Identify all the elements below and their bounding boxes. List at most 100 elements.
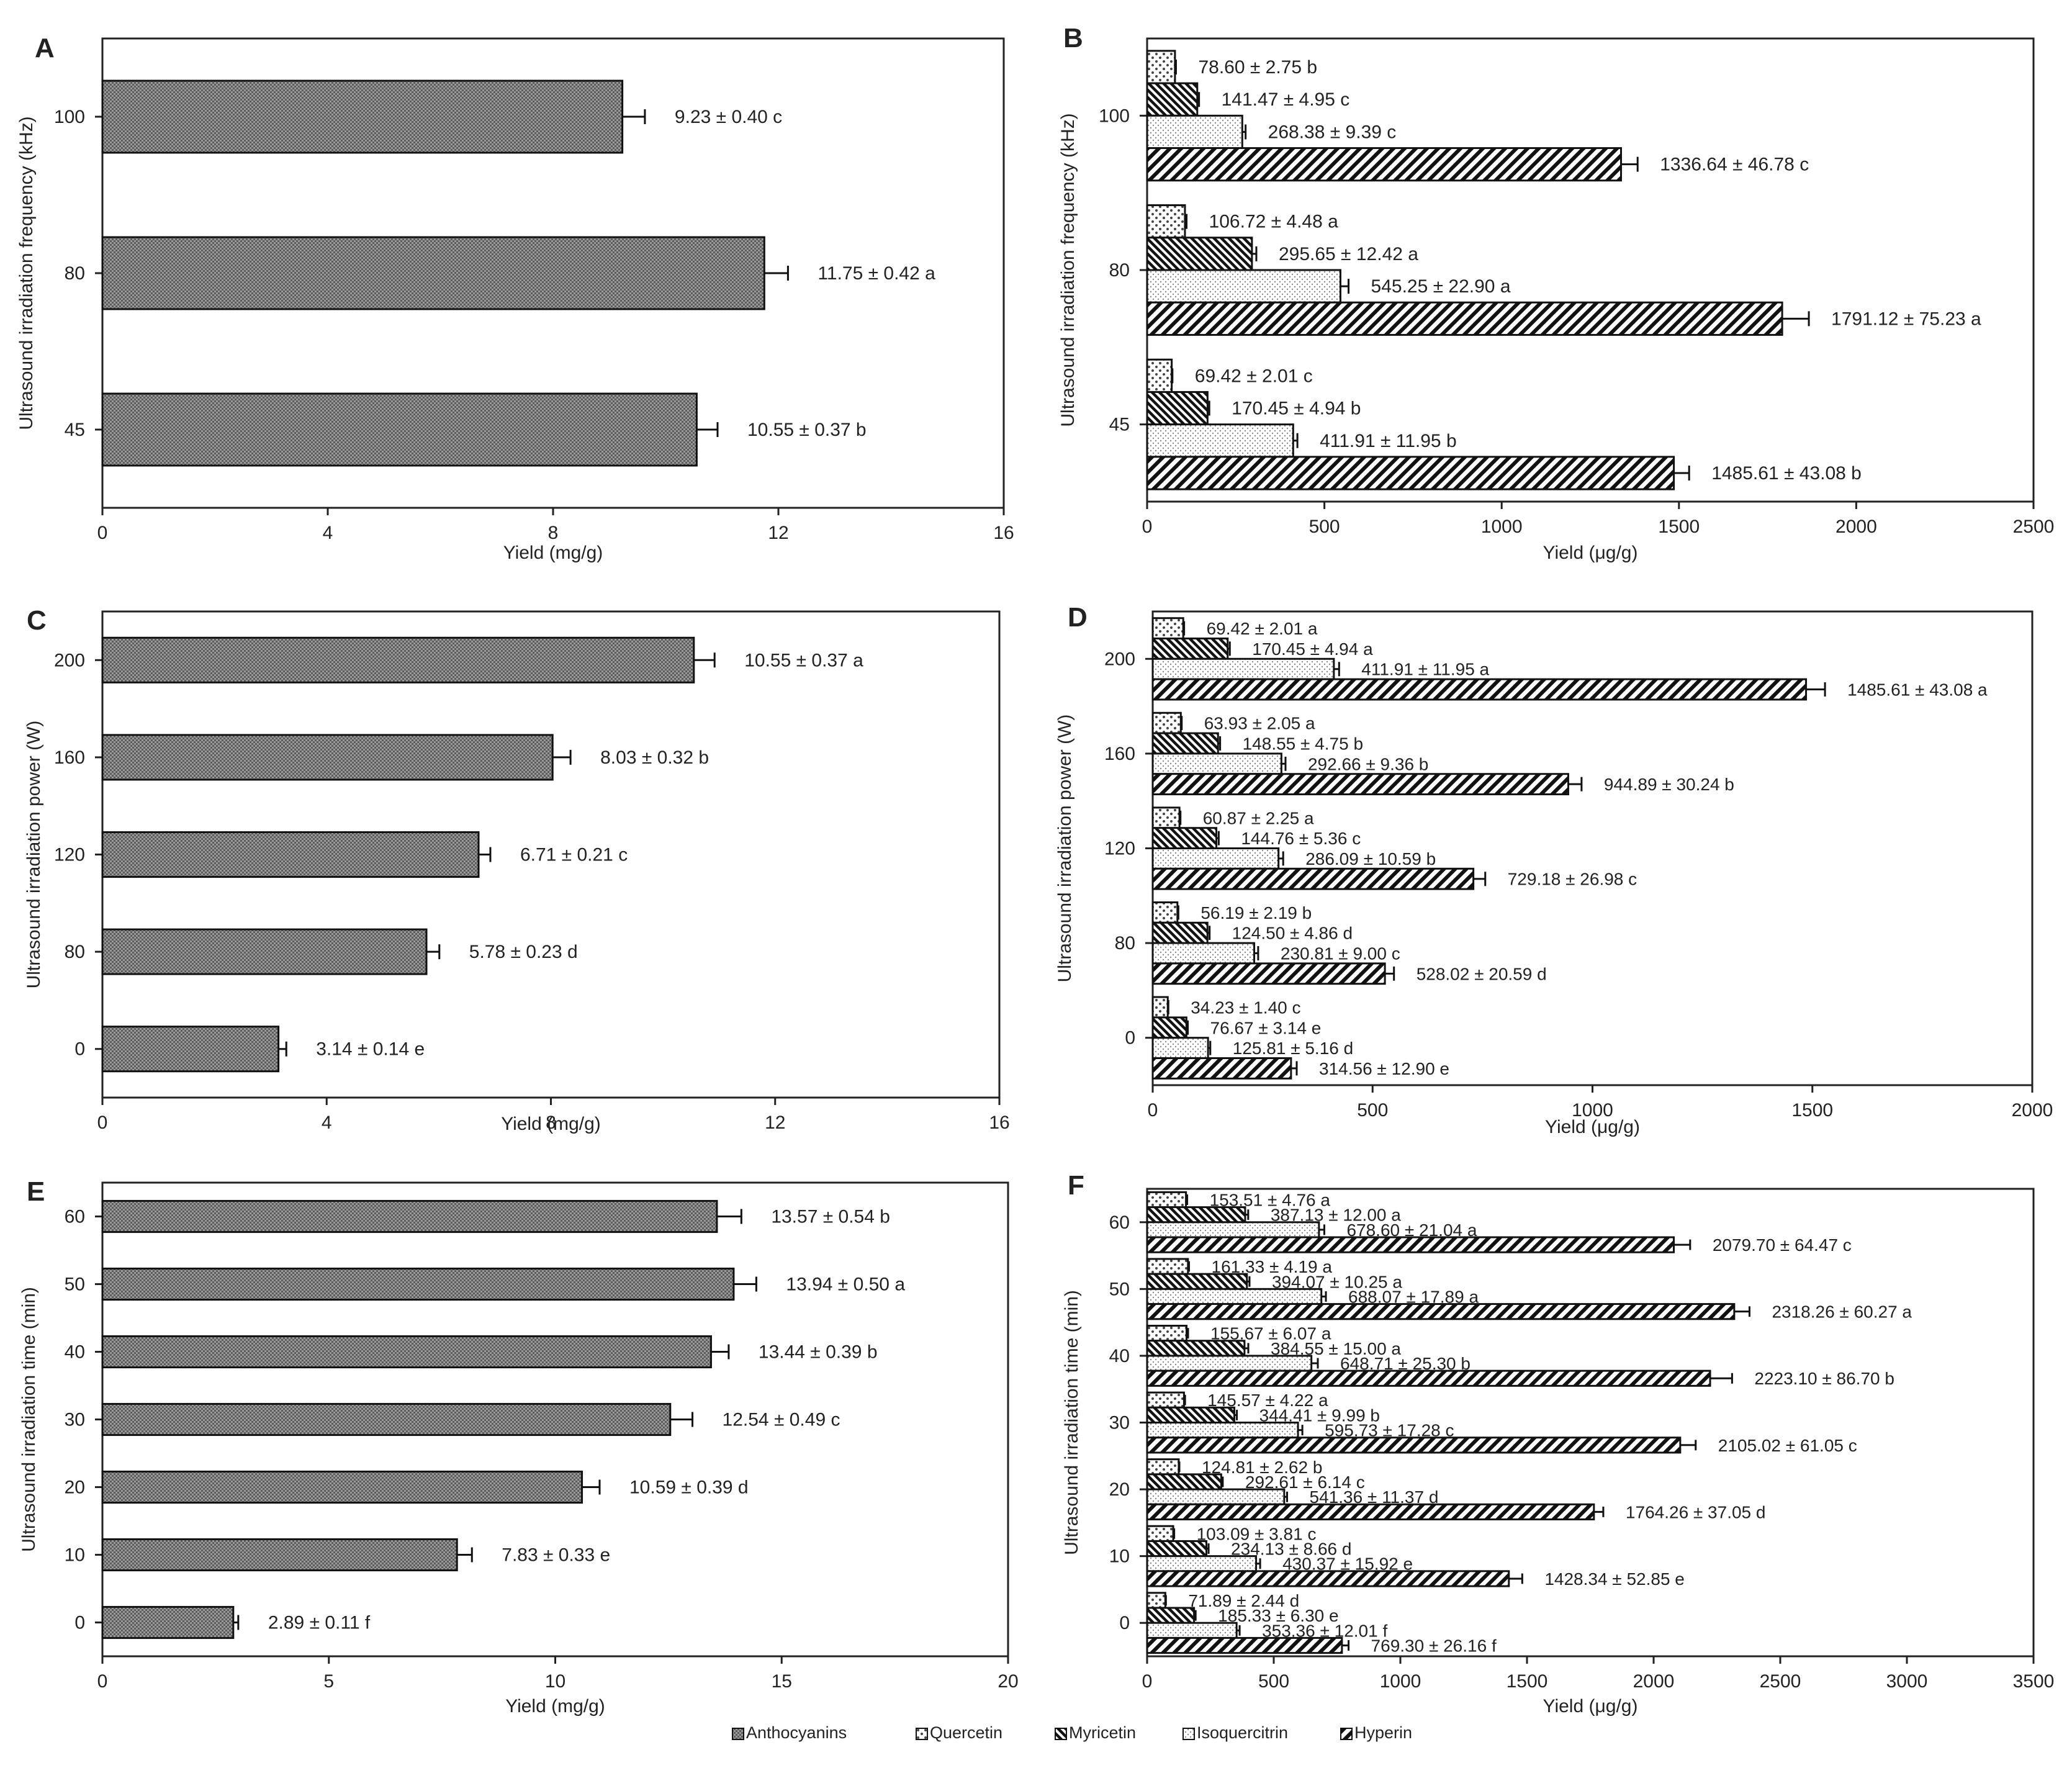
y-tick-label: 80 <box>1109 260 1130 281</box>
bar-isoquercitrin <box>1151 942 1256 965</box>
error-bar <box>1164 1595 1167 1606</box>
x-axis-title: Yield (mg/g) <box>503 543 603 563</box>
bar-anthocyanins <box>101 734 554 781</box>
bar-anthocyanins <box>101 1470 583 1504</box>
y-tick-label: 0 <box>74 1613 85 1633</box>
y-tick-label: 0 <box>1119 1613 1130 1633</box>
x-tick-label: 0 <box>1142 517 1153 537</box>
error-bar <box>1298 1425 1304 1436</box>
error-bar <box>696 422 719 437</box>
error-bar <box>1680 1440 1697 1451</box>
error-bar <box>1321 1291 1327 1302</box>
bar-quercetin <box>1146 358 1173 393</box>
bar-hyperin <box>1146 1570 1510 1587</box>
panel-letter: A <box>35 33 55 63</box>
x-axis-title: Yield (mg/g) <box>505 1696 605 1717</box>
x-tick-label: 0 <box>97 523 108 543</box>
bar-hyperin <box>1151 867 1475 890</box>
y-tick-label: 10 <box>1109 1546 1130 1567</box>
data-label: 56.19 ± 2.19 b <box>1200 903 1312 923</box>
error-bar <box>1177 905 1179 920</box>
error-bar <box>1568 777 1583 792</box>
error-bar <box>457 1547 473 1563</box>
bar-anthocyanins <box>101 1026 280 1073</box>
data-label: 9.23 ± 0.40 c <box>675 107 782 127</box>
panel-a: A 0 4 8 12 16 Yield (mg/g) Ultrasound irradiati… <box>16 33 1014 563</box>
y-tick-label: 200 <box>1104 649 1135 669</box>
error-bar <box>1234 1409 1238 1420</box>
bar-quercetin <box>1146 1258 1189 1275</box>
bar-hyperin <box>1151 962 1386 985</box>
data-label: 769.30 ± 26.16 f <box>1371 1636 1497 1656</box>
bar-anthocyanins <box>101 1402 672 1437</box>
error-bar <box>1621 156 1639 172</box>
panel-letter: C <box>27 605 47 636</box>
legend-label-hyperin: Hyperin <box>1354 1723 1412 1742</box>
y-tick-label: 200 <box>54 650 85 670</box>
y-tick-label: 0 <box>1125 1028 1135 1049</box>
data-label: 528.02 ± 20.59 d <box>1417 964 1547 983</box>
data-label: 11.75 ± 0.42 a <box>818 263 935 284</box>
data-label: 125.81 ± 5.16 d <box>1233 1039 1353 1058</box>
data-label: 2318.26 ± 60.27 a <box>1772 1302 1912 1322</box>
y-tick-label: 80 <box>65 263 85 284</box>
bar-quercetin <box>1146 50 1176 84</box>
data-label: 292.66 ± 9.36 b <box>1308 754 1428 774</box>
x-tick-label: 3500 <box>2013 1671 2055 1692</box>
x-tick-label: 1000 <box>1380 1671 1421 1692</box>
error-bar <box>1197 92 1200 107</box>
data-label: 230.81 ± 9.00 c <box>1281 944 1400 963</box>
data-label: 2105.02 ± 61.05 c <box>1718 1436 1857 1455</box>
x-tick-label: 4 <box>322 1112 332 1133</box>
bar-myricetin <box>1151 1016 1187 1039</box>
bar-myricetin <box>1146 1540 1208 1558</box>
x-tick-label: 500 <box>1309 517 1340 537</box>
legend-swatch-anthocyanins <box>732 1728 744 1740</box>
x-tick-label: 4 <box>323 523 333 543</box>
x-tick-label: 1500 <box>1507 1671 1548 1692</box>
error-bar <box>1186 1194 1189 1205</box>
data-label: 170.45 ± 4.94 b <box>1232 399 1361 419</box>
data-label: 268.38 ± 9.39 c <box>1268 122 1397 142</box>
x-tick-label: 1000 <box>1572 1100 1613 1121</box>
bar-isoquercitrin <box>1151 657 1335 680</box>
data-label: 5.78 ± 0.23 d <box>469 942 578 962</box>
data-label: 2.89 ± 0.11 f <box>268 1613 371 1633</box>
error-bar <box>1710 1373 1733 1384</box>
error-bar <box>1782 311 1810 327</box>
error-bar <box>1290 1061 1298 1076</box>
bar-myricetin <box>1146 1473 1222 1491</box>
error-bar <box>552 749 572 765</box>
bar-isoquercitrin <box>1146 1622 1238 1639</box>
error-bar <box>1242 124 1247 140</box>
bar-isoquercitrin <box>1146 1221 1320 1238</box>
bar-anthocyanins <box>101 236 765 310</box>
data-label: 2223.10 ± 86.70 b <box>1754 1369 1894 1388</box>
y-tick-label: 120 <box>1104 839 1135 859</box>
x-tick-label: 0 <box>97 1112 108 1133</box>
error-bar <box>1673 1239 1691 1250</box>
bar-hyperin <box>1146 147 1622 182</box>
x-tick-label: 1500 <box>1791 1100 1833 1121</box>
x-axis-title: Yield (μg/g) <box>1543 543 1638 563</box>
x-tick-label: 20 <box>998 1671 1018 1692</box>
data-label: 295.65 ± 12.42 a <box>1279 244 1418 264</box>
data-label: 8.03 ± 0.32 b <box>600 747 709 768</box>
legend-label-quercetin: Quercetin <box>930 1723 1002 1742</box>
x-tick-label: 0 <box>97 1671 108 1692</box>
bar-isoquercitrin <box>1151 752 1282 775</box>
data-label: 13.44 ± 0.39 b <box>759 1342 878 1363</box>
x-tick-label: 0 <box>1148 1100 1158 1121</box>
data-label: 6.71 ± 0.21 c <box>520 845 628 865</box>
data-label: 170.45 ± 4.94 a <box>1252 639 1373 659</box>
bar-isoquercitrin <box>1146 269 1341 304</box>
y-tick-label: 30 <box>1109 1413 1130 1433</box>
bar-isoquercitrin <box>1146 1422 1299 1439</box>
bar-isoquercitrin <box>1146 1555 1258 1572</box>
y-tick-label: 160 <box>54 747 85 768</box>
panel-e: E 0 5 10 15 20 Yield (mg/g) Ultrasound irradiat… <box>19 1176 1019 1717</box>
bar-myricetin <box>1146 390 1209 426</box>
bar-anthocyanins <box>101 1335 712 1369</box>
